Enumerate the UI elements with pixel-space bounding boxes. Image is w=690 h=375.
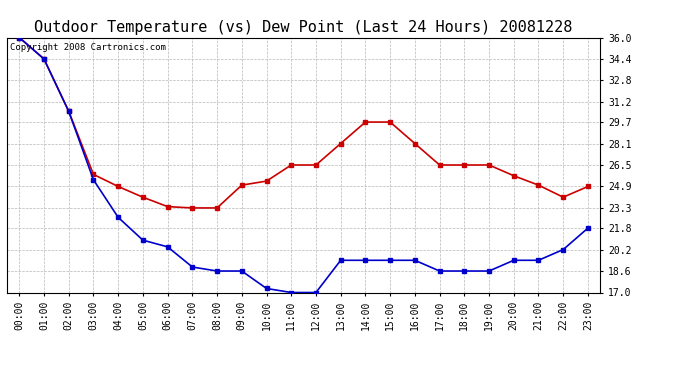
Text: Copyright 2008 Cartronics.com: Copyright 2008 Cartronics.com (10, 43, 166, 52)
Title: Outdoor Temperature (vs) Dew Point (Last 24 Hours) 20081228: Outdoor Temperature (vs) Dew Point (Last… (34, 20, 573, 35)
